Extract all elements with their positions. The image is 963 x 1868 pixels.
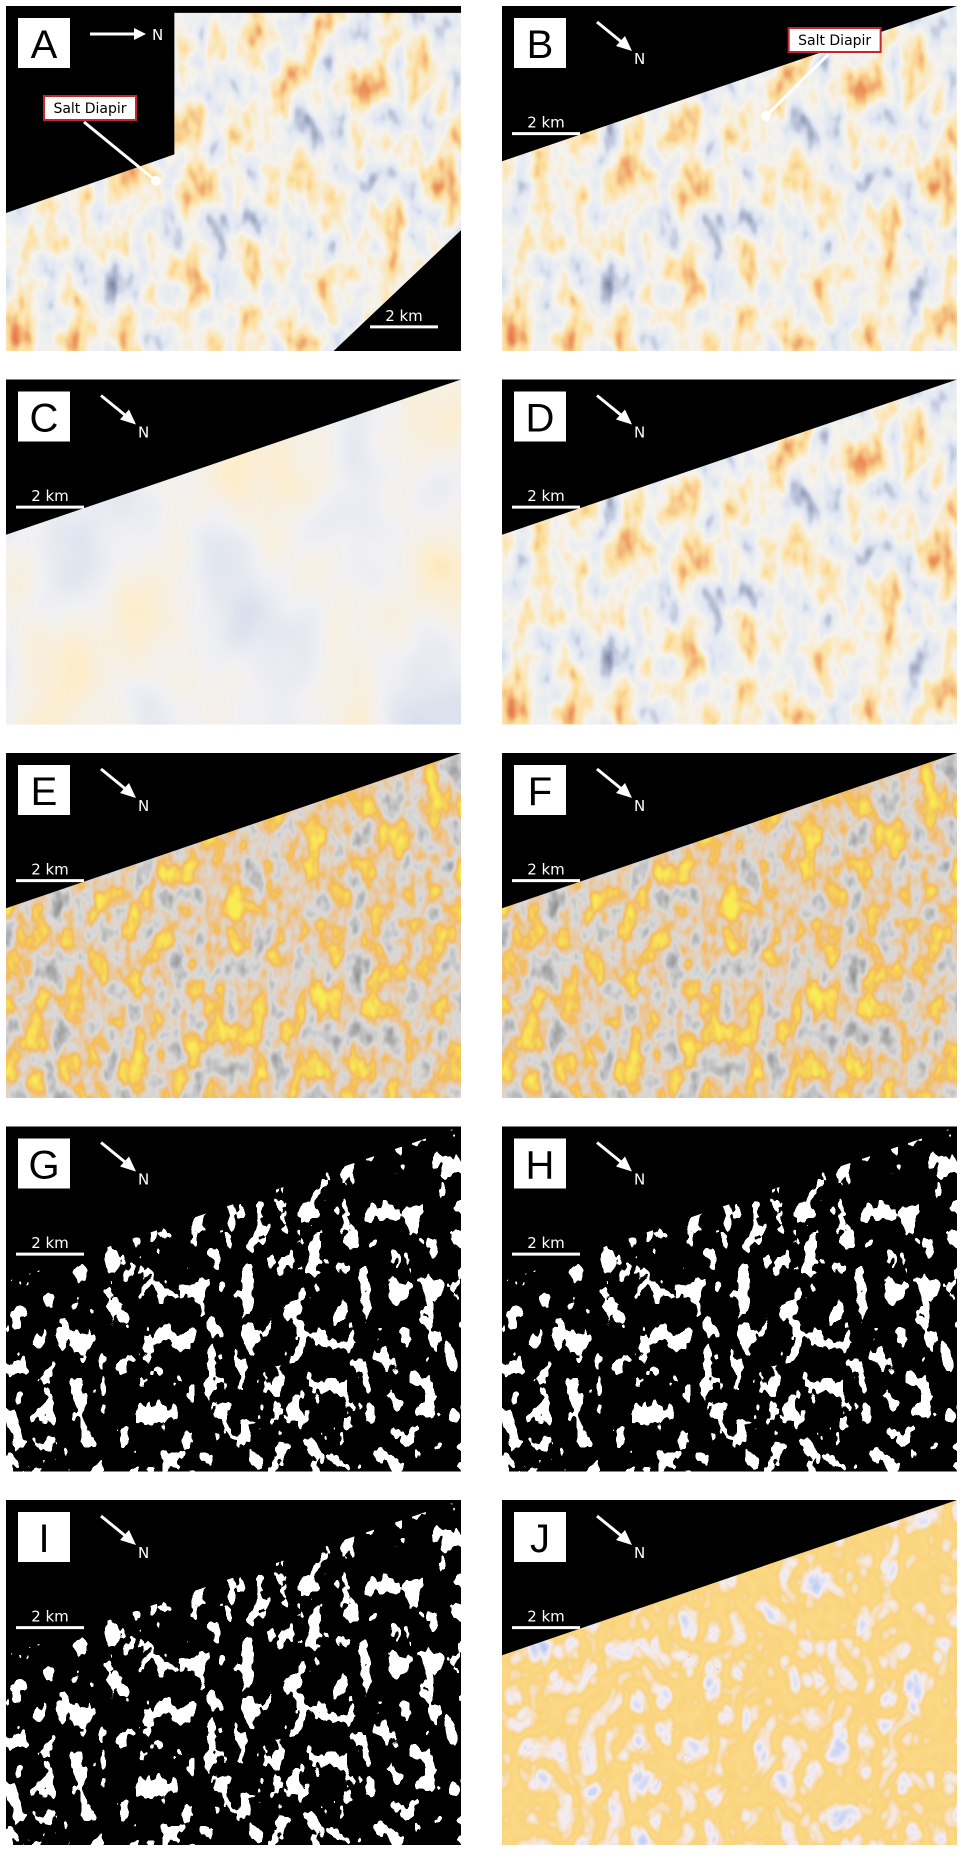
panel-label: J	[530, 1517, 550, 1561]
north-label: N	[138, 1544, 149, 1562]
north-label: N	[138, 797, 149, 815]
panel-label: D	[526, 397, 555, 441]
annotation: Salt Diapir	[53, 101, 126, 117]
scale-label: 2 km	[527, 487, 565, 505]
scale-label: 2 km	[527, 861, 565, 879]
scale-label: 2 km	[527, 114, 565, 132]
scale-label: 2 km	[527, 1234, 565, 1252]
panel: J N 2 km	[502, 1500, 957, 1845]
scale-label: 2 km	[31, 1608, 69, 1626]
panel-label: B	[527, 23, 554, 67]
arrow-tip	[761, 111, 771, 121]
panel-label: C	[30, 397, 59, 441]
north-label: N	[634, 797, 645, 815]
north-label: N	[634, 424, 645, 442]
panel: C N 2 km	[6, 380, 461, 725]
panel: I N 2 km	[6, 1500, 461, 1845]
north-label: N	[138, 424, 149, 442]
panel-label: F	[528, 770, 552, 814]
panel: E N 2 km	[6, 753, 461, 1098]
north-label: N	[138, 1171, 149, 1189]
panel: D N 2 km	[502, 380, 957, 725]
panel-label: I	[38, 1517, 49, 1561]
north-label: N	[634, 1544, 645, 1562]
scale-label: 2 km	[31, 487, 69, 505]
scale-label: 2 km	[31, 1234, 69, 1252]
annotation: Salt Diapir	[798, 33, 871, 49]
panel: F N 2 km	[502, 753, 957, 1098]
panel-label: G	[28, 1144, 59, 1188]
scale-label: 2 km	[385, 307, 423, 325]
north-label: N	[634, 1171, 645, 1189]
arrow-tip	[151, 176, 161, 186]
scale-label: 2 km	[527, 1608, 565, 1626]
north-label: N	[634, 50, 645, 68]
panel: G N 2 km	[6, 1127, 461, 1472]
panel: B N 2 km Salt Diapir	[502, 6, 957, 351]
panel: H N 2 km	[502, 1127, 957, 1472]
north-label: N	[152, 26, 163, 44]
panel-label: E	[31, 770, 58, 814]
panel-label: H	[526, 1144, 555, 1188]
panel-label: A	[31, 23, 58, 67]
figure: A N 2 km Salt Diapir B N 2 km Salt Diapir C N 2 km…	[0, 0, 963, 1868]
scale-label: 2 km	[31, 861, 69, 879]
panel: A N 2 km Salt Diapir	[6, 6, 461, 351]
